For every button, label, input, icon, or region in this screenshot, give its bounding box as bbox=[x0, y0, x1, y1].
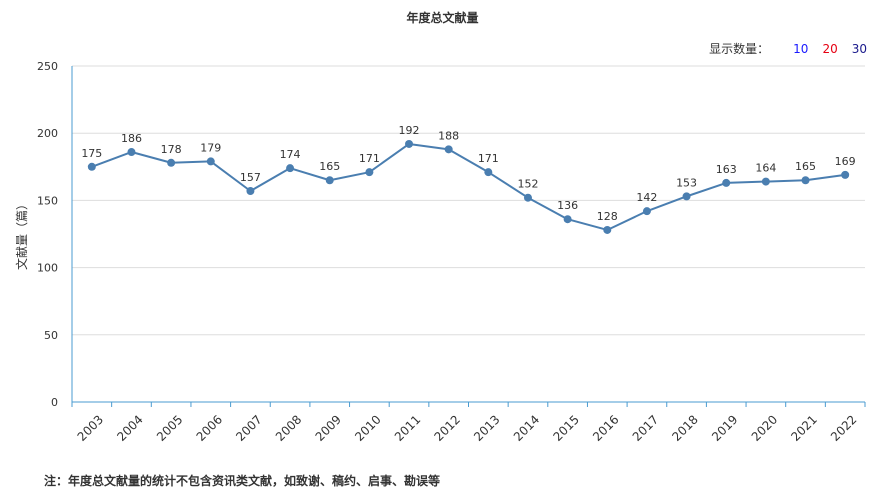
display-count-selector: 显示数量： 10 20 30 bbox=[709, 40, 867, 57]
data-point bbox=[523, 193, 532, 202]
data-label: 152 bbox=[517, 178, 538, 191]
x-tick-label: 2012 bbox=[432, 412, 463, 443]
display-count-option-30[interactable]: 30 bbox=[851, 41, 867, 56]
x-tick-label: 2008 bbox=[273, 412, 304, 443]
x-tick-label: 2013 bbox=[471, 412, 502, 443]
data-label: 188 bbox=[438, 129, 459, 142]
y-tick-label: 0 bbox=[51, 396, 58, 409]
data-point bbox=[167, 158, 176, 167]
data-point bbox=[484, 168, 493, 177]
x-tick-label: 2005 bbox=[154, 412, 185, 443]
data-label: 175 bbox=[81, 147, 102, 160]
data-point bbox=[87, 162, 96, 171]
x-tick-label: 2007 bbox=[233, 412, 264, 443]
data-label: 165 bbox=[795, 160, 816, 173]
data-label: 192 bbox=[399, 124, 420, 137]
data-label: 179 bbox=[200, 141, 221, 154]
x-tick-label: 2009 bbox=[313, 412, 344, 443]
data-point bbox=[246, 186, 255, 195]
display-count-option-20[interactable]: 20 bbox=[822, 41, 838, 56]
y-axis-label: 文献量（篇） bbox=[14, 198, 29, 270]
x-tick-label: 2017 bbox=[630, 412, 661, 443]
data-label: 171 bbox=[359, 152, 380, 165]
x-tick-label: 2022 bbox=[828, 412, 859, 443]
data-label: 128 bbox=[597, 210, 618, 223]
data-point bbox=[761, 177, 770, 186]
data-point bbox=[365, 168, 374, 177]
y-tick-label: 200 bbox=[37, 127, 58, 140]
x-tick-label: 2010 bbox=[352, 412, 383, 443]
data-label: 174 bbox=[280, 148, 301, 161]
data-point bbox=[286, 164, 295, 173]
data-label: 136 bbox=[557, 199, 578, 212]
data-point bbox=[682, 192, 691, 201]
data-label: 178 bbox=[161, 143, 182, 156]
y-tick-label: 250 bbox=[37, 60, 58, 73]
data-label: 164 bbox=[755, 162, 776, 175]
data-label: 142 bbox=[636, 191, 657, 204]
data-label: 153 bbox=[676, 176, 697, 189]
data-point bbox=[405, 139, 414, 148]
data-label: 169 bbox=[835, 155, 856, 168]
display-count-label: 显示数量： bbox=[709, 42, 770, 56]
data-point bbox=[841, 170, 850, 179]
x-tick-label: 2003 bbox=[75, 412, 106, 443]
data-label: 186 bbox=[121, 132, 142, 145]
x-tick-label: 2020 bbox=[749, 412, 780, 443]
y-tick-label: 150 bbox=[37, 194, 58, 207]
display-count-option-10[interactable]: 10 bbox=[793, 41, 809, 56]
data-label: 171 bbox=[478, 152, 499, 165]
x-tick-label: 2018 bbox=[669, 412, 700, 443]
y-tick-label: 100 bbox=[37, 262, 58, 275]
x-tick-label: 2016 bbox=[590, 412, 621, 443]
data-point bbox=[801, 176, 810, 185]
x-tick-label: 2011 bbox=[392, 412, 423, 443]
footnote: 注：年度总文献量的统计不包含资讯类文献，如致谢、稿约、启事、勘误等 bbox=[44, 474, 441, 488]
data-point bbox=[642, 207, 651, 216]
x-tick-label: 2021 bbox=[788, 412, 819, 443]
x-tick-label: 2004 bbox=[114, 412, 145, 443]
y-tick-label: 50 bbox=[44, 329, 58, 342]
data-label: 163 bbox=[716, 163, 737, 176]
data-label: 157 bbox=[240, 171, 261, 184]
data-point bbox=[722, 178, 731, 187]
chart-title: 年度总文献量 bbox=[406, 11, 479, 25]
data-point bbox=[127, 148, 136, 157]
data-point bbox=[563, 215, 572, 224]
data-point bbox=[603, 225, 612, 234]
data-point bbox=[444, 145, 453, 154]
data-point bbox=[325, 176, 334, 185]
data-label: 165 bbox=[319, 160, 340, 173]
series-line bbox=[91, 142, 846, 231]
x-tick-label: 2006 bbox=[194, 412, 225, 443]
x-tick-label: 2019 bbox=[709, 412, 740, 443]
x-tick-label: 2014 bbox=[511, 412, 542, 443]
x-tick-label: 2015 bbox=[550, 412, 581, 443]
data-point bbox=[206, 157, 215, 166]
